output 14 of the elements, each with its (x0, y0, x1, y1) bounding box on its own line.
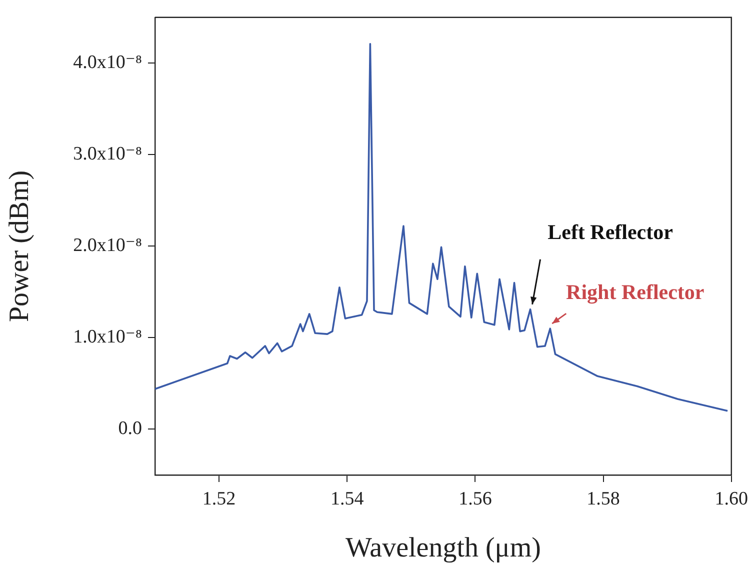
x-tick-label: 1.54 (330, 488, 364, 510)
annotation: Left Reflector (548, 220, 673, 244)
y-tick-label: 0.0 (118, 418, 142, 440)
y-tick-label: 3.0x10⁻⁸ (73, 144, 142, 165)
annotation: Right Reflector (566, 280, 704, 304)
y-tick-label: 2.0x10⁻⁸ (73, 235, 142, 256)
x-axis-title: Wavelength (μm) (345, 532, 541, 564)
x-tick-label: 1.56 (458, 488, 492, 510)
y-tick-label: 1.0x10⁻⁸ (73, 326, 142, 348)
x-tick-label: 1.58 (586, 488, 620, 510)
x-tick-label: 1.52 (202, 488, 236, 510)
y-tick-label: 4.0x10⁻⁸ (73, 52, 142, 74)
y-axis-title: Power (dBm) (4, 170, 36, 322)
x-tick-label: 1.60 (714, 488, 748, 510)
